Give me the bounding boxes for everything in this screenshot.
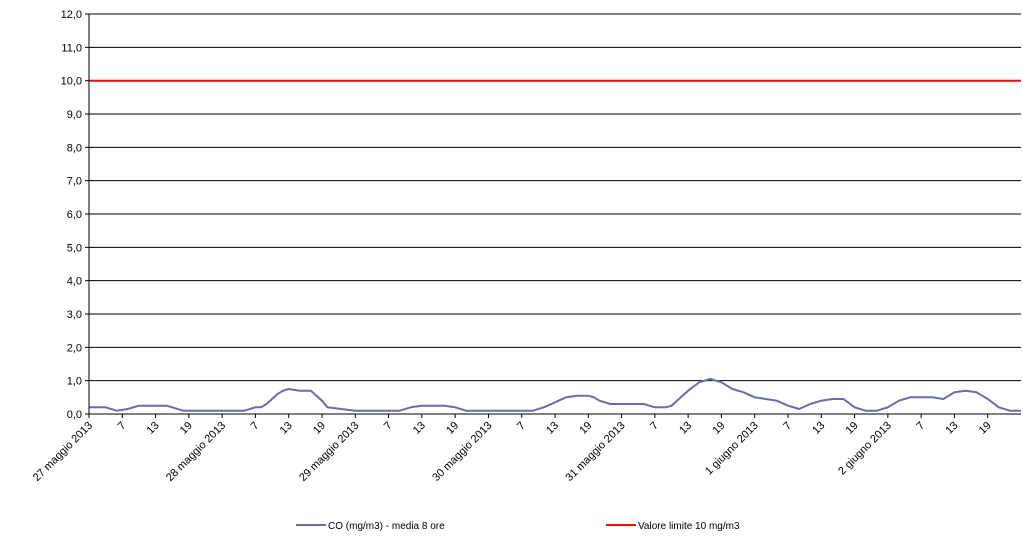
y-axis-ticks: 0,0 1,0 2,0 3,0 4,0 5,0 6,0 7,0 8,0 9,0 10,0 11,0 12… (61, 9, 89, 421)
legend: CO (mg/m3) - media 8 ore Valore limite 1… (296, 521, 740, 532)
x-tick-label: 29 maggio 2013 (297, 420, 361, 484)
y-tick-label: 8,0 (67, 142, 82, 154)
y-tick-label: 3,0 (67, 309, 82, 321)
y-tick-label: 9,0 (67, 109, 82, 121)
x-tick-label: 27 maggio 2013 (31, 420, 95, 484)
y-tick-label: 11,0 (61, 42, 82, 54)
x-tick-label: 13 (411, 420, 428, 437)
x-tick-label: 7 (515, 420, 528, 433)
y-tick-label: 2,0 (67, 342, 82, 354)
x-tick-label: 19 (710, 420, 727, 437)
x-tick-label: 19 (977, 420, 994, 437)
x-tick-label: 30 maggio 2013 (430, 420, 494, 484)
x-tick-label: 13 (677, 420, 694, 437)
x-tick-label: 19 (444, 420, 461, 437)
y-tick-label: 6,0 (67, 209, 82, 221)
x-tick-label: 19 (178, 420, 195, 437)
x-tick-label: 7 (781, 420, 794, 433)
legend-label-limit: Valore limite 10 mg/m3 (638, 521, 740, 532)
grid-lines (89, 13, 1021, 382)
y-tick-label: 7,0 (67, 176, 82, 188)
x-tick-label: 7 (116, 420, 129, 433)
x-tick-label: 28 maggio 2013 (164, 420, 228, 484)
x-tick-label: 31 maggio 2013 (563, 420, 627, 484)
x-tick-label: 13 (943, 420, 960, 437)
y-tick-label: 10,0 (61, 76, 82, 88)
y-tick-label: 12,0 (61, 9, 82, 21)
y-tick-label: 0,0 (67, 409, 82, 421)
legend-label-co: CO (mg/m3) - media 8 ore (328, 521, 445, 532)
series-line-co (89, 378, 1021, 412)
x-tick-label: 7 (249, 420, 262, 433)
series-lines (89, 79, 1021, 412)
x-tick-label: 13 (278, 420, 295, 437)
y-tick-label: 5,0 (67, 242, 82, 254)
x-tick-label: 13 (544, 420, 561, 437)
x-tick-label: 13 (810, 420, 827, 437)
y-tick-label: 1,0 (67, 376, 82, 388)
x-tick-label: 13 (145, 420, 162, 437)
x-tick-label: 19 (844, 420, 861, 437)
x-tick-label: 19 (577, 420, 594, 437)
y-tick-label: 4,0 (67, 276, 82, 288)
x-tick-label: 7 (648, 420, 661, 433)
x-tick-label: 7 (914, 420, 927, 433)
x-tick-label: 19 (311, 420, 328, 437)
x-tick-label: 7 (382, 420, 395, 433)
